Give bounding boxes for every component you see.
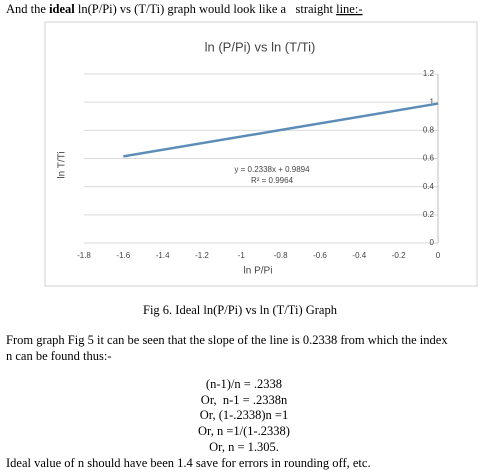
derivation-line: Or, (1-.2338)n =1 [200,408,288,422]
y-tick-label: 1.2 [423,69,435,78]
derivation-line: Or, n-1 = .2338n [201,393,288,407]
y-tick-label: 0.2 [423,210,435,219]
x-tick-label: -0.2 [392,251,406,260]
x-tick-label: -0.6 [313,251,327,260]
y-axis-label: ln T/Ti [57,151,68,178]
chart-title: ln (P/Pi) vs ln (T/Ti) [205,39,316,54]
y-tick-label: 0.4 [423,182,435,191]
caption: Fig 6. Ideal ln(P/Pi) vs ln (T/Ti) Graph [143,303,338,317]
x-tick-label: -1.2 [195,251,209,260]
y-tick-label: 1 [430,97,435,106]
intro-text: ln(P/Pi) vs (T/Ti) graph would look like… [75,2,336,16]
y-tick-label: 0.6 [423,154,435,163]
intro: And the ideal ln(P/Pi) vs (T/Ti) graph w… [6,2,363,16]
x-axis-label: ln P/Pi [244,266,273,277]
x-tick-label: -1.8 [77,251,91,260]
derivation-line: Or, n = 1.305. [209,440,279,454]
data-line [123,102,439,158]
y-tick-label: 0.8 [423,125,435,134]
y-tick-label: 0 [430,238,435,247]
x-tick-label: -0.8 [274,251,288,260]
x-tick-label: -1.6 [116,251,130,260]
intro-text: And the [6,2,49,16]
annotation: R² = 0.9964 [251,176,294,185]
x-tick-label: 0 [436,251,441,260]
x-tick-label: -1.4 [156,251,170,260]
x-tick-label: -0.4 [352,251,366,260]
chart-frame [44,21,478,287]
paragraph-line: n can be found thus:- [6,349,112,363]
derivation-line: Or, n =1/(1-.2338) [198,424,290,438]
derivation-line: (n-1)/n = .2338 [206,377,282,391]
paragraph-line: From graph Fig 5 it can be seen that the… [6,333,448,347]
intro-underline: line:- [336,2,362,16]
x-tick-label: -1 [238,251,246,260]
annotation: y = 0.2338x + 0.9894 [234,165,310,174]
intro-bold: ideal [49,2,75,16]
conclusion: Ideal value of n should have been 1.4 sa… [6,456,371,470]
